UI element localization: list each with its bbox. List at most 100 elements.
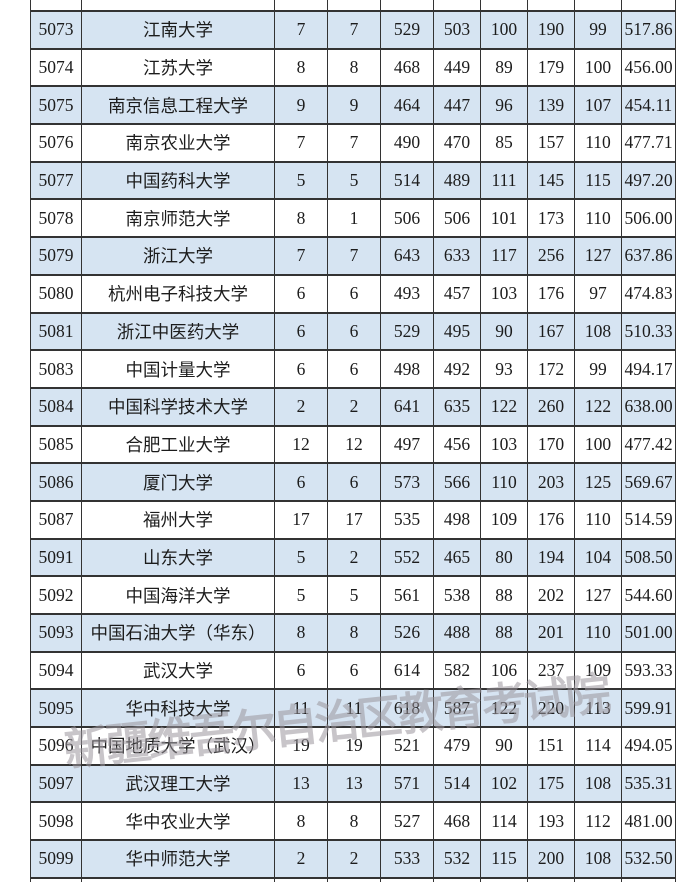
cell-university-name: 华中科技大学 [81,688,275,729]
cell-code: 5078 [30,198,82,239]
cell-value: 8 [327,47,381,88]
cell-code: 5098 [30,801,82,842]
table-row: 5075 南京信息工程大学 9 9 464 447 96 139 107 454.11 [30,85,676,126]
table-row: 5098 华中农业大学 8 8 527 468 114 193 112 481.00 [30,801,676,842]
cell-value: 190 [527,10,575,50]
table-cell-empty [274,876,328,882]
cell-value: 477.42 [621,424,676,465]
cell-value: 535 [380,499,434,540]
table-row: 5073 江南大学 7 7 529 503 100 190 99 517.86 [30,10,676,50]
cell-value: 488 [433,613,481,653]
cell-value: 7 [327,10,381,50]
cell-value: 633 [433,236,481,276]
cell-value: 514.59 [621,499,676,540]
cell-value: 599.91 [621,688,676,729]
cell-value: 2 [274,839,328,879]
cell-value: 643 [380,236,434,276]
cell-university-name: 浙江大学 [81,236,275,276]
cell-value: 521 [380,726,434,766]
table-row: 5094 武汉大学 6 6 614 582 106 237 109 593.33 [30,650,676,691]
cell-value: 99 [574,349,622,389]
cell-value: 108 [574,763,622,804]
cell-value: 2 [327,537,381,578]
cell-value: 8 [274,198,328,239]
cell-value: 535.31 [621,763,676,804]
cell-value: 17 [327,499,381,540]
cell-value: 19 [274,726,328,766]
cell-value: 7 [274,123,328,163]
cell-value: 89 [480,47,528,88]
cell-value: 481.00 [621,801,676,842]
cell-value: 9 [274,85,328,126]
cell-value: 638.00 [621,386,676,427]
cell-value: 5 [327,160,381,201]
cell-value: 110 [574,198,622,239]
cell-code: 5075 [30,85,82,126]
cell-value: 6 [327,462,381,502]
cell-value: 151 [527,726,575,766]
cell-value: 494.17 [621,349,676,389]
cell-university-name: 中国地质大学（武汉） [81,726,275,766]
cell-value: 587 [433,688,481,729]
cell-value: 7 [274,236,328,276]
cell-value: 8 [327,801,381,842]
cell-value: 489 [433,160,481,201]
cell-value: 6 [327,273,381,314]
table-cell-empty [621,876,676,882]
cell-value: 108 [574,311,622,352]
cell-value: 6 [274,462,328,502]
cell-value: 456.00 [621,47,676,88]
admission-score-table: 5073 江南大学 7 7 529 503 100 190 99 517.86 5074 江苏大学 8 8… [30,0,676,882]
cell-value: 90 [480,726,528,766]
cell-university-name: 中国计量大学 [81,349,275,389]
cell-value: 193 [527,801,575,842]
cell-value: 506 [433,198,481,239]
cell-value: 114 [574,726,622,766]
cell-value: 501.00 [621,613,676,653]
table-cell-empty [30,0,82,12]
table-row: 5085 合肥工业大学 12 12 497 456 103 170 100 477.42 [30,424,676,465]
cell-value: 107 [574,85,622,126]
cell-value: 19 [327,726,381,766]
cell-value: 13 [274,763,328,804]
cell-value: 260 [527,386,575,427]
table-row: 5099 华中师范大学 2 2 533 532 115 200 108 532.50 [30,839,676,879]
cell-university-name: 南京信息工程大学 [81,85,275,126]
table-row: 5084 中国科学技术大学 2 2 641 635 122 260 122 638.00 [30,386,676,427]
cell-value: 544.60 [621,575,676,615]
table-body: 5073 江南大学 7 7 529 503 100 190 99 517.86 5074 江苏大学 8 8… [30,0,676,882]
cell-value: 5 [274,575,328,615]
table-cell-empty [574,876,622,882]
cell-value: 569.67 [621,462,676,502]
cell-university-name: 武汉理工大学 [81,763,275,804]
cell-university-name: 江苏大学 [81,47,275,88]
cell-value: 145 [527,160,575,201]
cell-value: 103 [480,273,528,314]
cell-university-name: 福州大学 [81,499,275,540]
cell-value: 477.71 [621,123,676,163]
cell-code: 5091 [30,537,82,578]
cell-value: 11 [274,688,328,729]
cell-value: 256 [527,236,575,276]
cell-value: 7 [274,10,328,50]
cell-value: 125 [574,462,622,502]
cell-value: 527 [380,801,434,842]
table-row: 5081 浙江中医药大学 6 6 529 495 90 167 108 510.33 [30,311,676,352]
cell-value: 117 [480,236,528,276]
cell-value: 6 [274,311,328,352]
cell-value: 529 [380,10,434,50]
cell-value: 6 [327,311,381,352]
cell-value: 110 [574,613,622,653]
cell-value: 109 [574,650,622,691]
cell-university-name: 华中师范大学 [81,839,275,879]
cell-code: 5092 [30,575,82,615]
cell-value: 464 [380,85,434,126]
cell-value: 106 [480,650,528,691]
table-cell-empty [433,876,481,882]
cell-value: 526 [380,613,434,653]
cell-value: 635 [433,386,481,427]
cell-code: 5093 [30,613,82,653]
cell-value: 573 [380,462,434,502]
cell-value: 514 [433,763,481,804]
cell-value: 517.86 [621,10,676,50]
